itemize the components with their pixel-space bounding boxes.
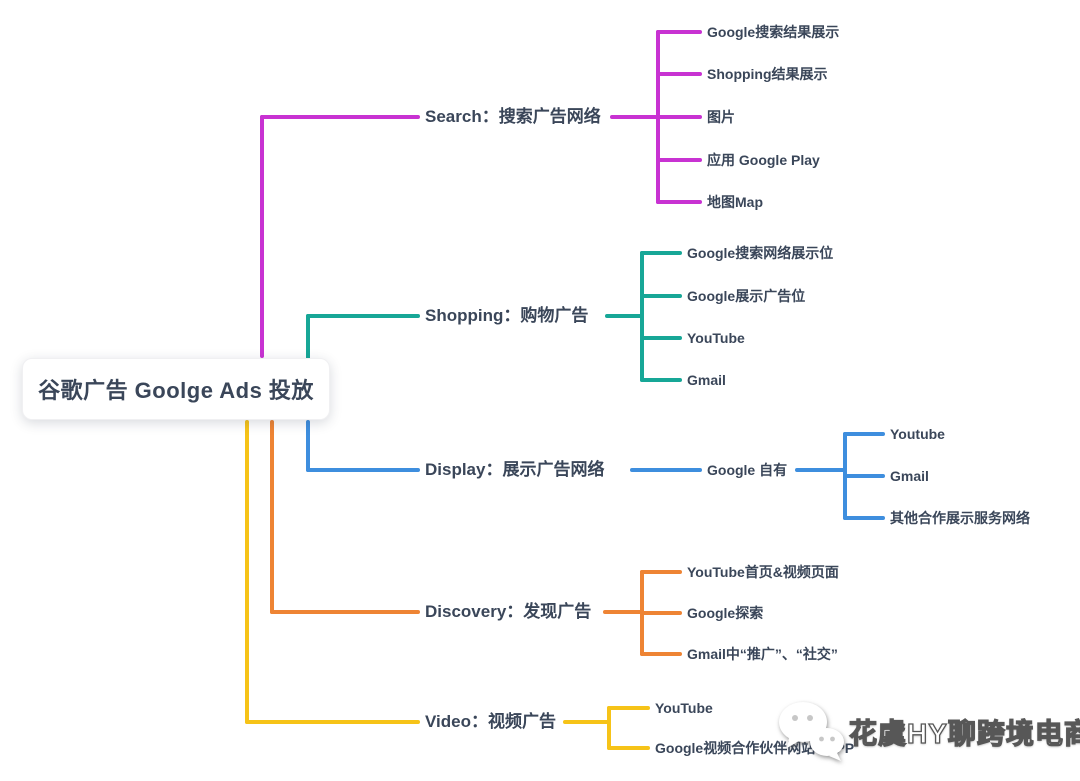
search-child-3[interactable]: 应用 Google Play (707, 152, 820, 168)
shopping-connector-left (306, 314, 420, 318)
discovery-child-stub-0 (640, 570, 682, 574)
video-child-0[interactable]: YouTube (655, 700, 713, 716)
discovery-connector-left (270, 610, 420, 614)
search-connector-right (610, 115, 660, 119)
display-connector-left (306, 468, 420, 472)
video-spine-vertical (245, 420, 249, 724)
shopping-child-0[interactable]: Google搜索网络展示位 (687, 245, 834, 261)
watermark: 花虞HY聊跨境电商 (775, 692, 1080, 772)
search-child-4[interactable]: 地图Map (707, 194, 763, 210)
shopping-child-3[interactable]: Gmail (687, 372, 726, 388)
search-child-stub-1 (656, 72, 702, 76)
video-child-1[interactable]: Google视频合作伙伴网站&APP (655, 740, 855, 756)
branch-video[interactable]: Video：视频广告 (425, 712, 556, 731)
search-child-stub-2 (656, 115, 702, 119)
display-grandchild-stub-0 (843, 432, 885, 436)
shopping-child-2[interactable]: YouTube (687, 330, 745, 346)
branch-display[interactable]: Display：展示广告网络 (425, 460, 605, 479)
search-child-stub-0 (656, 30, 702, 34)
search-child-2[interactable]: 图片 (707, 109, 735, 125)
discovery-child-2[interactable]: Gmail中“推广”、“社交” (687, 646, 838, 662)
branch-discovery[interactable]: Discovery：发现广告 (425, 602, 592, 621)
branch-shopping[interactable]: Shopping：购物广告 (425, 306, 589, 325)
discovery-spine-vertical (270, 420, 274, 614)
video-connector-right (563, 720, 611, 724)
discovery-child-stub-2 (640, 652, 682, 656)
shopping-child-stub-3 (640, 378, 682, 382)
display-child-google-owned[interactable]: Google 自有 (707, 462, 788, 478)
display-grandchild-1[interactable]: Gmail (890, 468, 929, 484)
search-child-stub-4 (656, 200, 702, 204)
search-child-0[interactable]: Google搜索结果展示 (707, 24, 840, 40)
shopping-child-stub-1 (640, 294, 682, 298)
video-child-stub-1 (607, 746, 650, 750)
shopping-connector-right (605, 314, 644, 318)
watermark-text: 花虞HY聊跨境电商 (848, 717, 1080, 749)
discovery-child-1[interactable]: Google探索 (687, 605, 764, 621)
display-spine-vertical (306, 420, 310, 472)
shopping-child-1[interactable]: Google展示广告位 (687, 288, 806, 304)
shopping-child-stub-2 (640, 336, 682, 340)
wechat-icon (779, 702, 844, 761)
display-grandchild-stub-2 (843, 516, 885, 520)
display-connector-mid (630, 468, 702, 472)
discovery-child-stub-1 (640, 611, 682, 615)
search-spine-vertical (260, 115, 264, 358)
video-child-stub-0 (607, 706, 650, 710)
display-connector-right (795, 468, 845, 472)
shopping-spine-vertical (306, 314, 310, 360)
display-grandchild-stub-1 (843, 474, 885, 478)
branch-search[interactable]: Search：搜索广告网络 (425, 107, 601, 126)
search-connector-left (260, 115, 420, 119)
search-child-stub-3 (656, 158, 702, 162)
display-grandchild-2[interactable]: 其他合作展示服务网络 (890, 510, 1030, 526)
video-children-spine (607, 706, 611, 750)
shopping-children-spine (640, 251, 644, 382)
discovery-connector-right (603, 610, 644, 614)
video-connector-left (245, 720, 420, 724)
shopping-child-stub-0 (640, 251, 682, 255)
discovery-child-0[interactable]: YouTube首页&视频页面 (687, 564, 839, 580)
display-grandchild-0[interactable]: Youtube (890, 426, 945, 442)
search-child-1[interactable]: Shopping结果展示 (707, 66, 828, 82)
root-node[interactable]: 谷歌广告 Goolge Ads 投放 (22, 358, 330, 420)
